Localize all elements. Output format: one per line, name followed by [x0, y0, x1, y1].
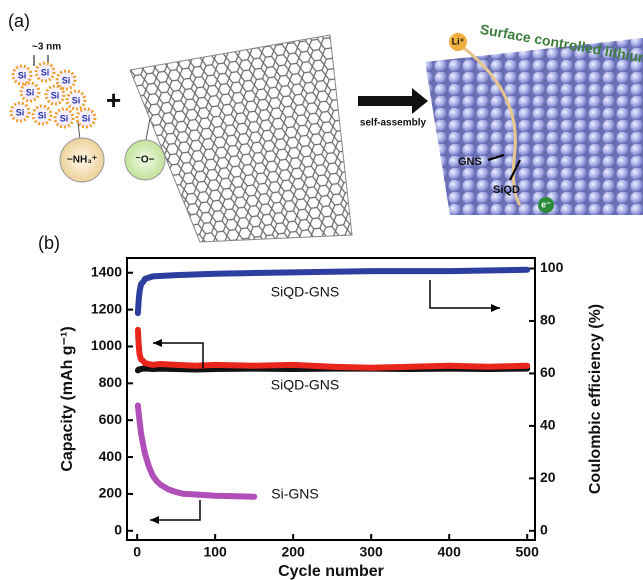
y2-tick-label: 0 — [540, 522, 548, 538]
zoom-line — [146, 118, 150, 140]
si-label: Si — [26, 87, 35, 97]
y-tick-label: 600 — [99, 411, 123, 427]
figure: (a) ~3 nm SiSiSiSiSiSiSiSiSiSi + −NH₃⁺ ⁻… — [0, 0, 643, 580]
si-label: Si — [62, 75, 71, 85]
x-tick-label: 100 — [203, 544, 227, 560]
annotation: Si-GNS — [271, 486, 318, 502]
y2-axis-label: Coulombic efficiency (%) — [587, 304, 604, 494]
y2-tick-label: 80 — [540, 312, 556, 328]
y-tick-label: 1000 — [91, 337, 122, 353]
li-label: Li⁺ — [452, 36, 465, 46]
sphere-array — [425, 38, 643, 215]
e-label: e⁻ — [541, 199, 551, 209]
capacity-arrow-head — [153, 339, 162, 347]
si-label: Si — [72, 95, 81, 105]
si-label: Si — [16, 107, 25, 117]
si-label: Si — [51, 90, 60, 100]
si-label: Si — [38, 110, 47, 120]
si-label: Si — [60, 113, 69, 123]
y-tick-label: 200 — [99, 485, 123, 501]
efficiency-arrow-head — [491, 304, 500, 312]
size-label: ~3 nm — [32, 42, 61, 53]
si-label: Si — [18, 70, 27, 80]
x-axis-label: Cycle number — [278, 563, 384, 580]
x-tick-label: 500 — [516, 544, 540, 560]
y-tick-label: 1400 — [91, 263, 122, 279]
oxide-label: ⁻O− — [136, 155, 155, 166]
x-tick-label: 200 — [281, 544, 305, 560]
siqd-label: SiQD — [493, 184, 520, 196]
si-label: Si — [41, 67, 50, 77]
panel-label: (a) — [8, 11, 30, 31]
si-capacity-arrow-head — [150, 516, 159, 524]
amine-label: −NH₃⁺ — [67, 155, 97, 166]
annotation: SiQD-GNS — [271, 284, 339, 300]
x-tick-label: 300 — [359, 544, 383, 560]
annotation: SiQD-GNS — [271, 377, 339, 393]
y-tick-label: 400 — [99, 448, 123, 464]
arrow-label: self-assembly — [360, 118, 427, 129]
x-tick-label: 0 — [133, 544, 141, 560]
si-label: Si — [82, 113, 91, 123]
y2-tick-label: 40 — [540, 417, 556, 433]
y-tick-label: 0 — [114, 521, 122, 537]
gns-label: GNS — [458, 156, 482, 168]
assembly-arrow — [358, 88, 428, 114]
series-line — [138, 330, 527, 368]
y2-tick-label: 20 — [540, 469, 556, 485]
y2-tick-label: 100 — [540, 259, 564, 275]
y-axis-label: Capacity (mAh g⁻¹) — [59, 326, 76, 471]
panel-label: (b) — [38, 233, 60, 253]
series-line — [138, 406, 254, 497]
x-tick-label: 400 — [438, 544, 462, 560]
y2-tick-label: 60 — [540, 364, 556, 380]
y-tick-label: 800 — [99, 374, 123, 390]
plot-frame — [127, 258, 535, 540]
graphene-sheet — [130, 35, 352, 242]
plus: + — [106, 85, 121, 115]
efficiency-arrow — [430, 280, 500, 308]
y-tick-label: 1200 — [91, 300, 122, 316]
